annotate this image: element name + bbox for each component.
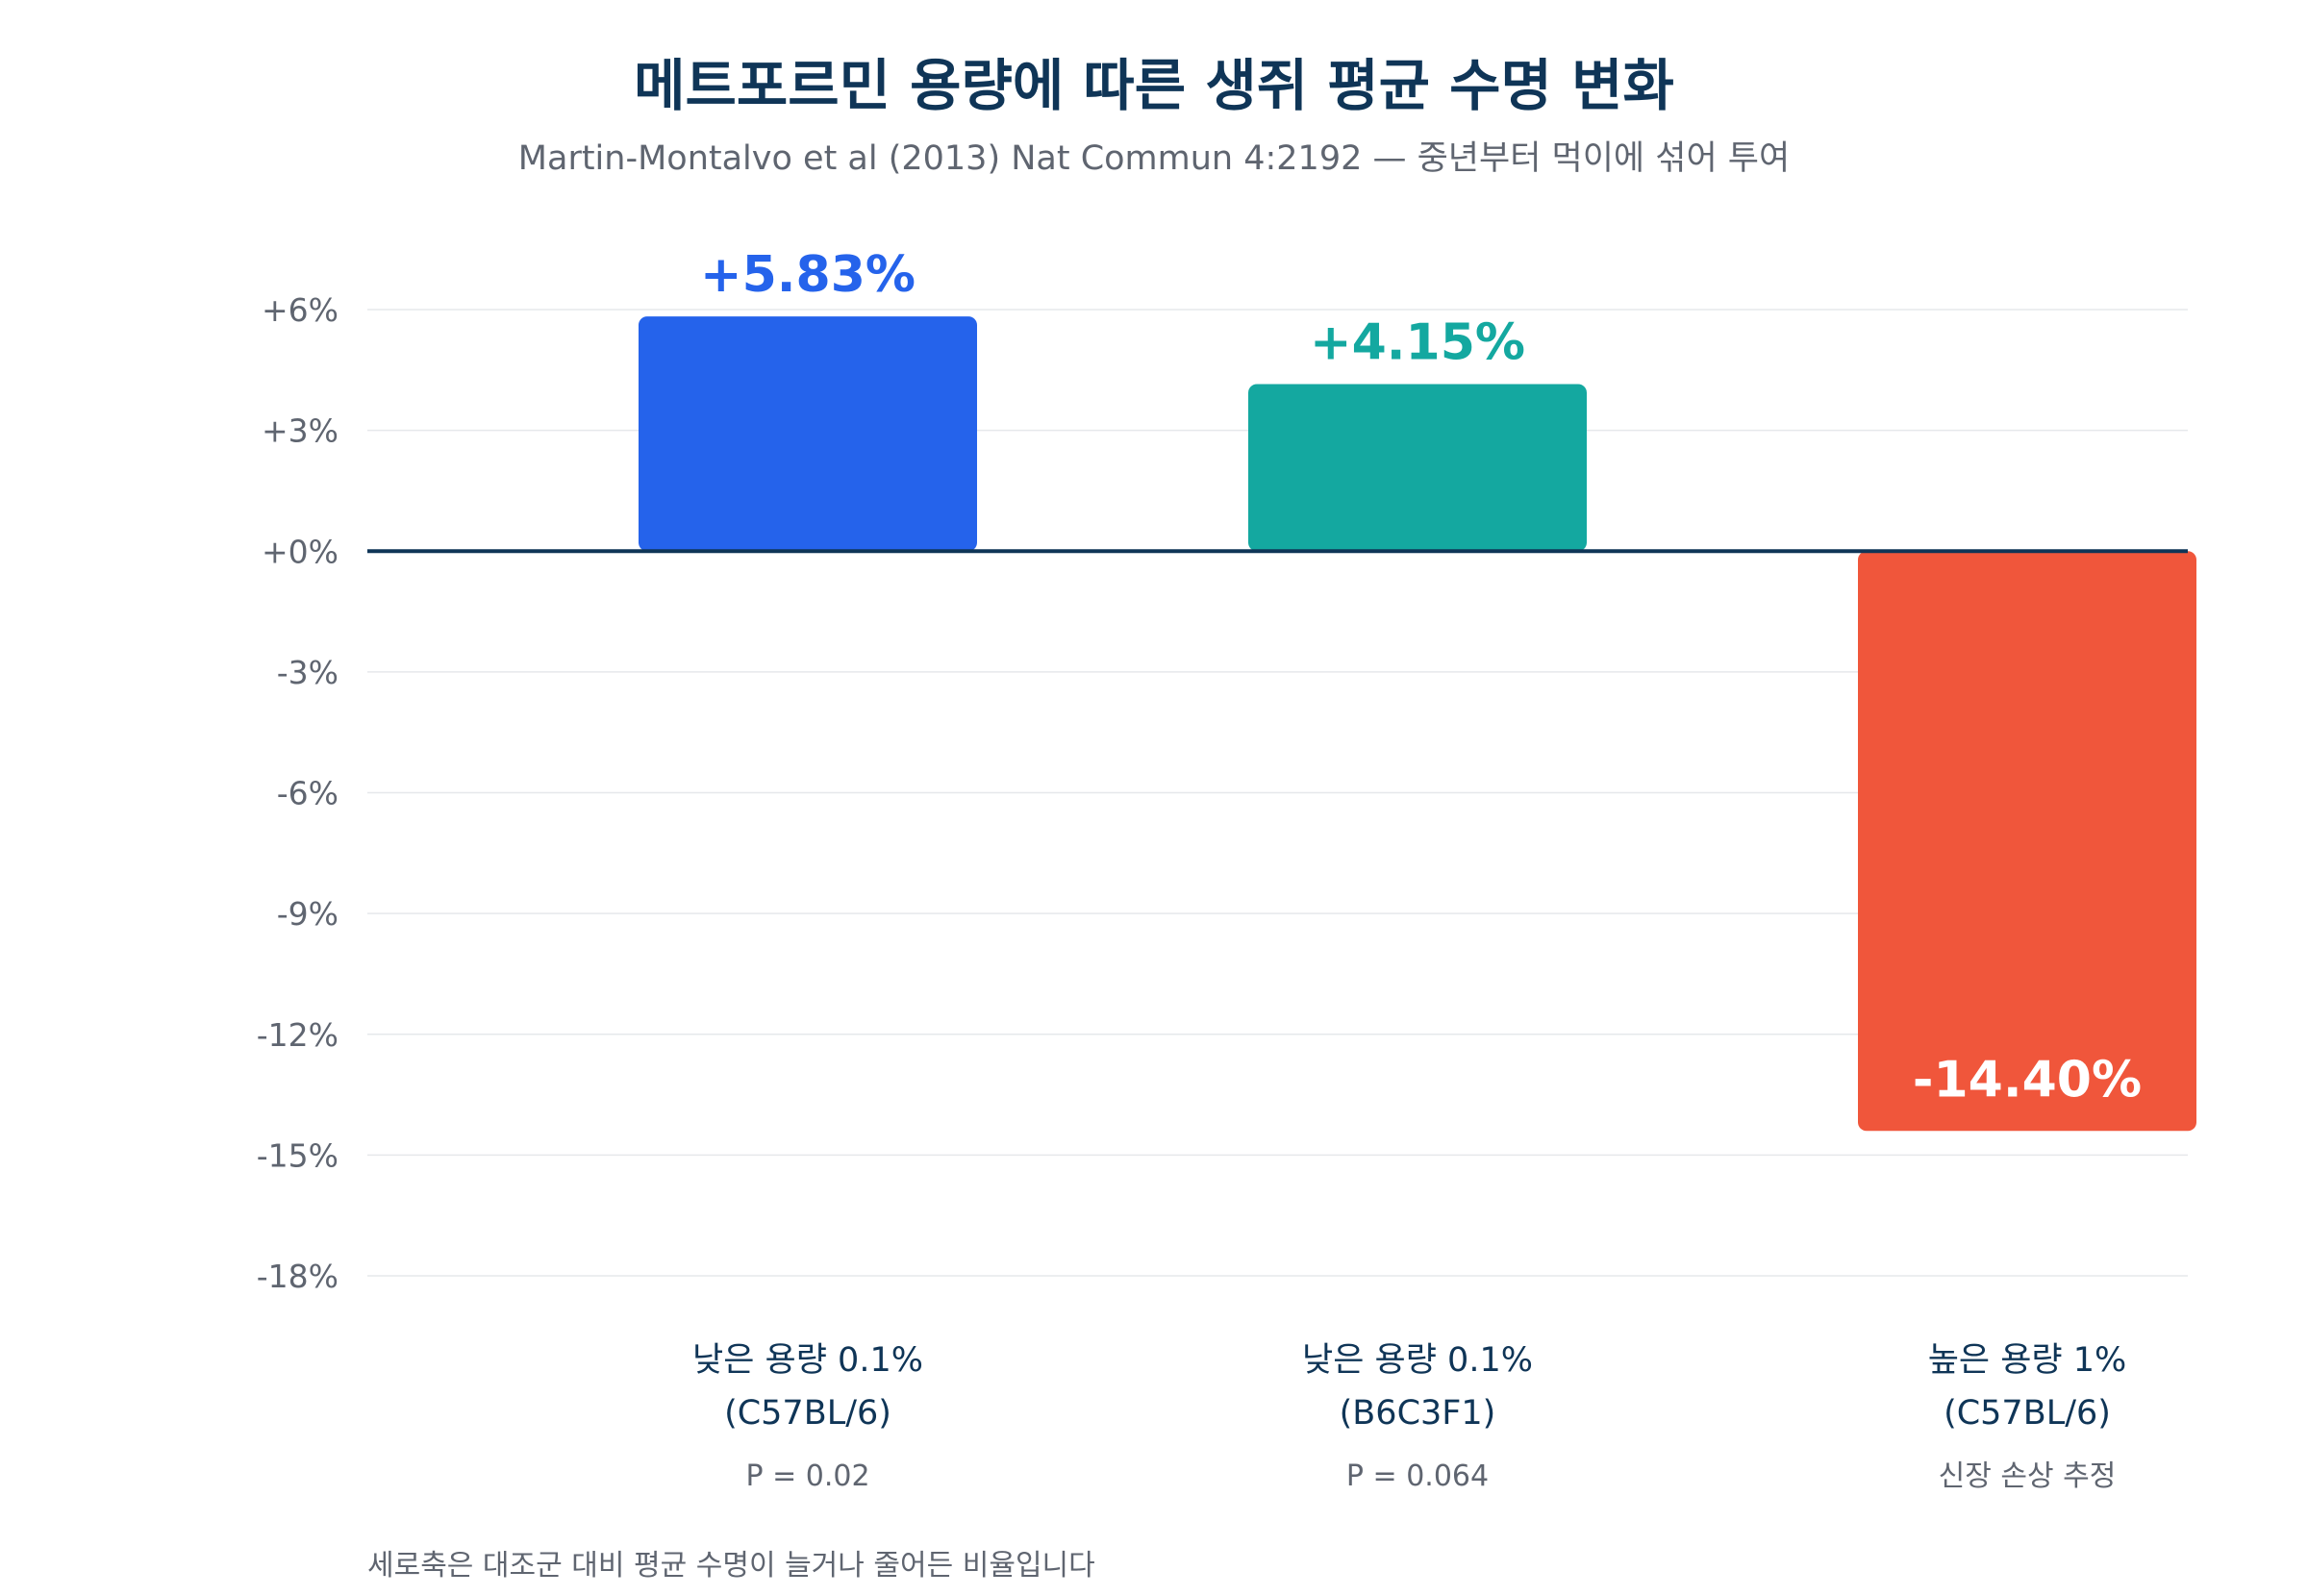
bars [639,316,2196,1132]
y-tick-label: +3% [262,412,339,450]
y-tick-label: -3% [277,654,339,691]
bar [1858,551,2196,1132]
bar-value-label: +5.83% [700,246,916,304]
category-labels: 낮은 용량 0.1% (C57BL/6) P = 0.02 낮은 용량 0.1% (B6… [692,1341,2126,1493]
x-tick-label-strain: (B6C3F1) [1340,1394,1496,1433]
bar-value-label: +4.15% [1310,313,1525,371]
y-tick-label: +0% [262,533,339,570]
y-axis-ticks: +6% +3% +0% -3% -6% -9% -12% -15% -18% [257,291,339,1295]
x-tick-label-strain: (C57BL/6) [724,1394,891,1433]
x-tick-label-strain: (C57BL/6) [1944,1394,2111,1433]
chart-subtitle: Martin-Montalvo et al (2013) Nat Commun … [517,139,1791,178]
category-note: P = 0.02 [745,1459,869,1493]
y-tick-label: -18% [257,1258,339,1295]
chart-title: 메트포르민 용량에 따른 생쥐 평균 수명 변화 [634,53,1674,118]
category-note: 신장 손상 추정 [1939,1459,2117,1493]
bar [639,316,977,552]
y-tick-label: +6% [262,291,339,329]
chart-footnote: 세로축은 대조군 대비 평균 수명이 늘거나 줄어든 비율입니다 [367,1549,1095,1583]
value-labels: +5.83% +4.15% -14.40% [700,246,2142,1109]
y-tick-label: -15% [257,1136,339,1174]
category-note: P = 0.064 [1346,1459,1489,1493]
y-tick-label: -12% [257,1016,339,1054]
y-tick-label: -9% [277,895,339,933]
x-tick-label: 낮은 용량 0.1% [692,1341,923,1380]
bar [1248,384,1587,552]
y-tick-label: -6% [277,775,339,812]
bar-value-label: -14.40% [1913,1051,2142,1109]
x-tick-label: 높은 용량 1% [1928,1341,2127,1380]
x-tick-label: 낮은 용량 0.1% [1302,1341,1533,1380]
